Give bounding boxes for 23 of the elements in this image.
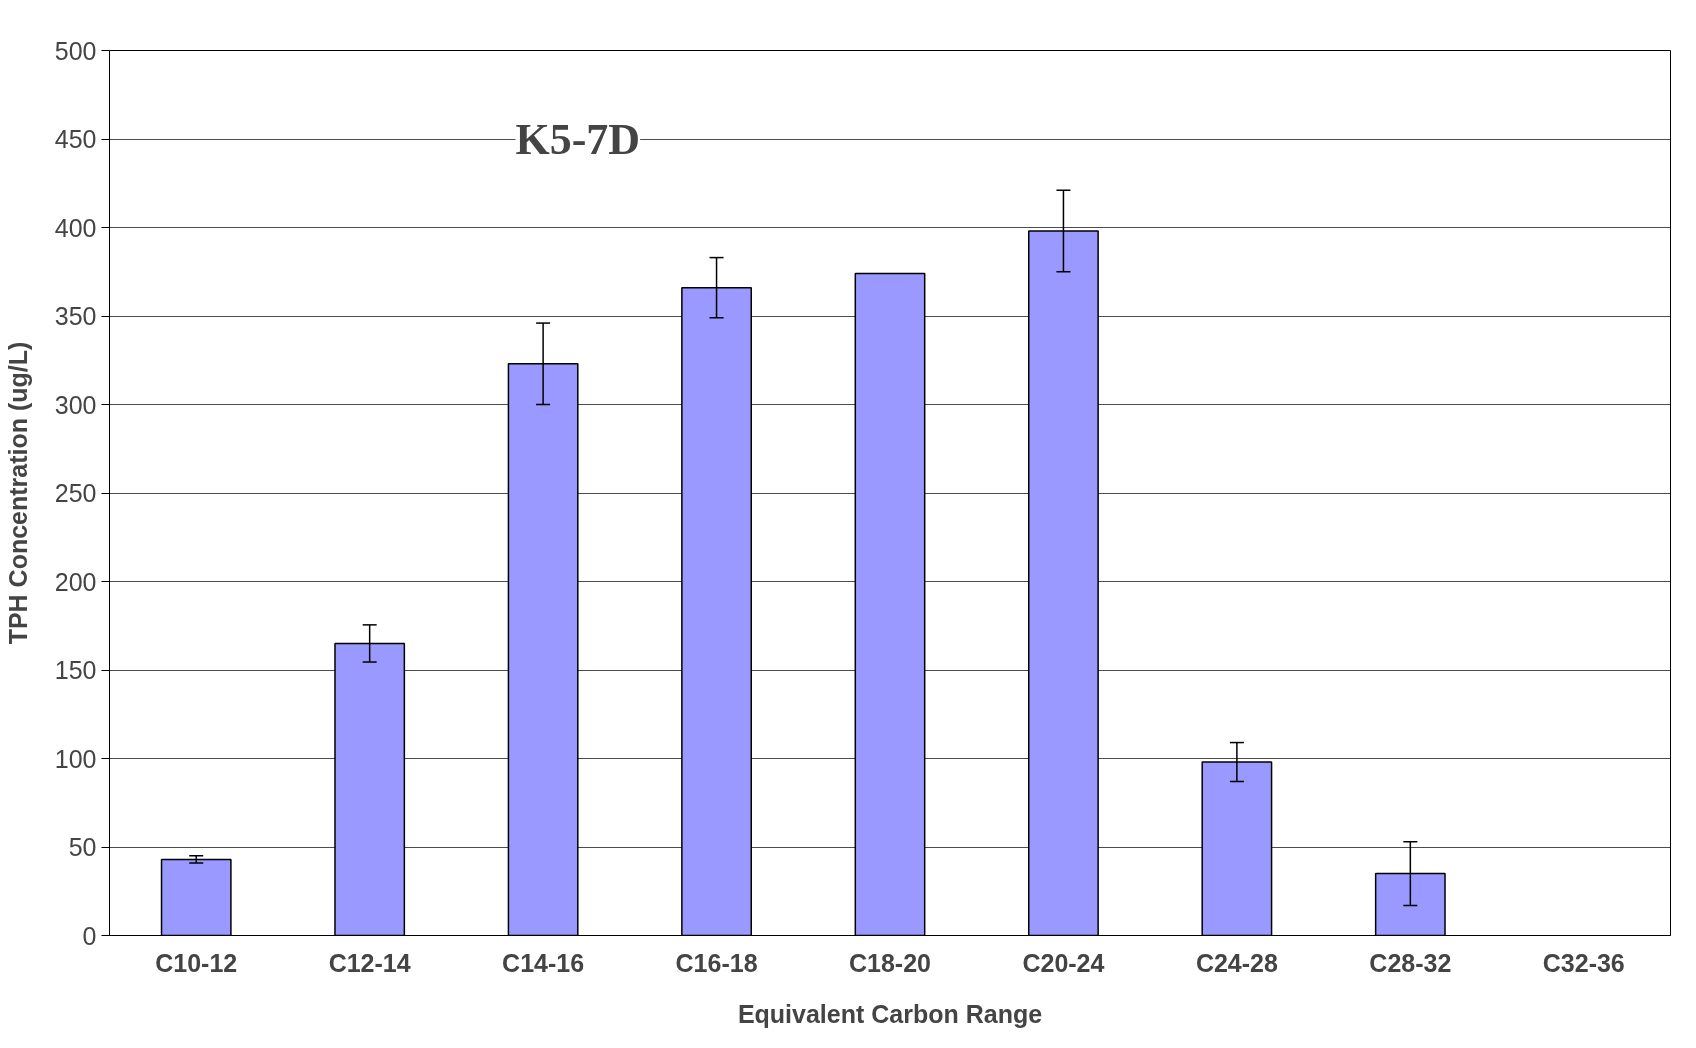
x-tick-label: C16-18 bbox=[675, 948, 758, 977]
y-tick-label: 200 bbox=[54, 567, 97, 596]
y-tick-label: 350 bbox=[54, 302, 97, 330]
y-tick-label: 300 bbox=[54, 390, 97, 419]
x-axis-title: Equivalent Carbon Range bbox=[737, 999, 1043, 1028]
y-tick-label: 250 bbox=[54, 479, 97, 507]
y-tick-label: 150 bbox=[54, 656, 97, 684]
x-tick-label: C24-28 bbox=[1195, 948, 1278, 977]
y-tick-label: 0 bbox=[82, 921, 97, 950]
y-tick-label: 500 bbox=[54, 36, 97, 65]
x-tick-label: C18-20 bbox=[849, 948, 931, 977]
x-tick-label: C32-36 bbox=[1542, 948, 1625, 977]
y-tick-label: 400 bbox=[54, 213, 97, 242]
y-tick-label: 100 bbox=[54, 744, 97, 773]
x-tick-label: C12-14 bbox=[328, 948, 411, 977]
x-tick-label: C20-24 bbox=[1022, 948, 1105, 977]
y-axis-title: TPH Concentration (ug/L) bbox=[3, 341, 32, 645]
x-tick-label: C14-16 bbox=[502, 948, 585, 977]
y-tick-label: 50 bbox=[68, 833, 97, 861]
x-tick-label: C28-32 bbox=[1369, 948, 1452, 977]
x-tick-label: C10-12 bbox=[155, 948, 238, 977]
text: K5-7D bbox=[515, 114, 641, 164]
y-tick-label: 450 bbox=[54, 125, 97, 153]
